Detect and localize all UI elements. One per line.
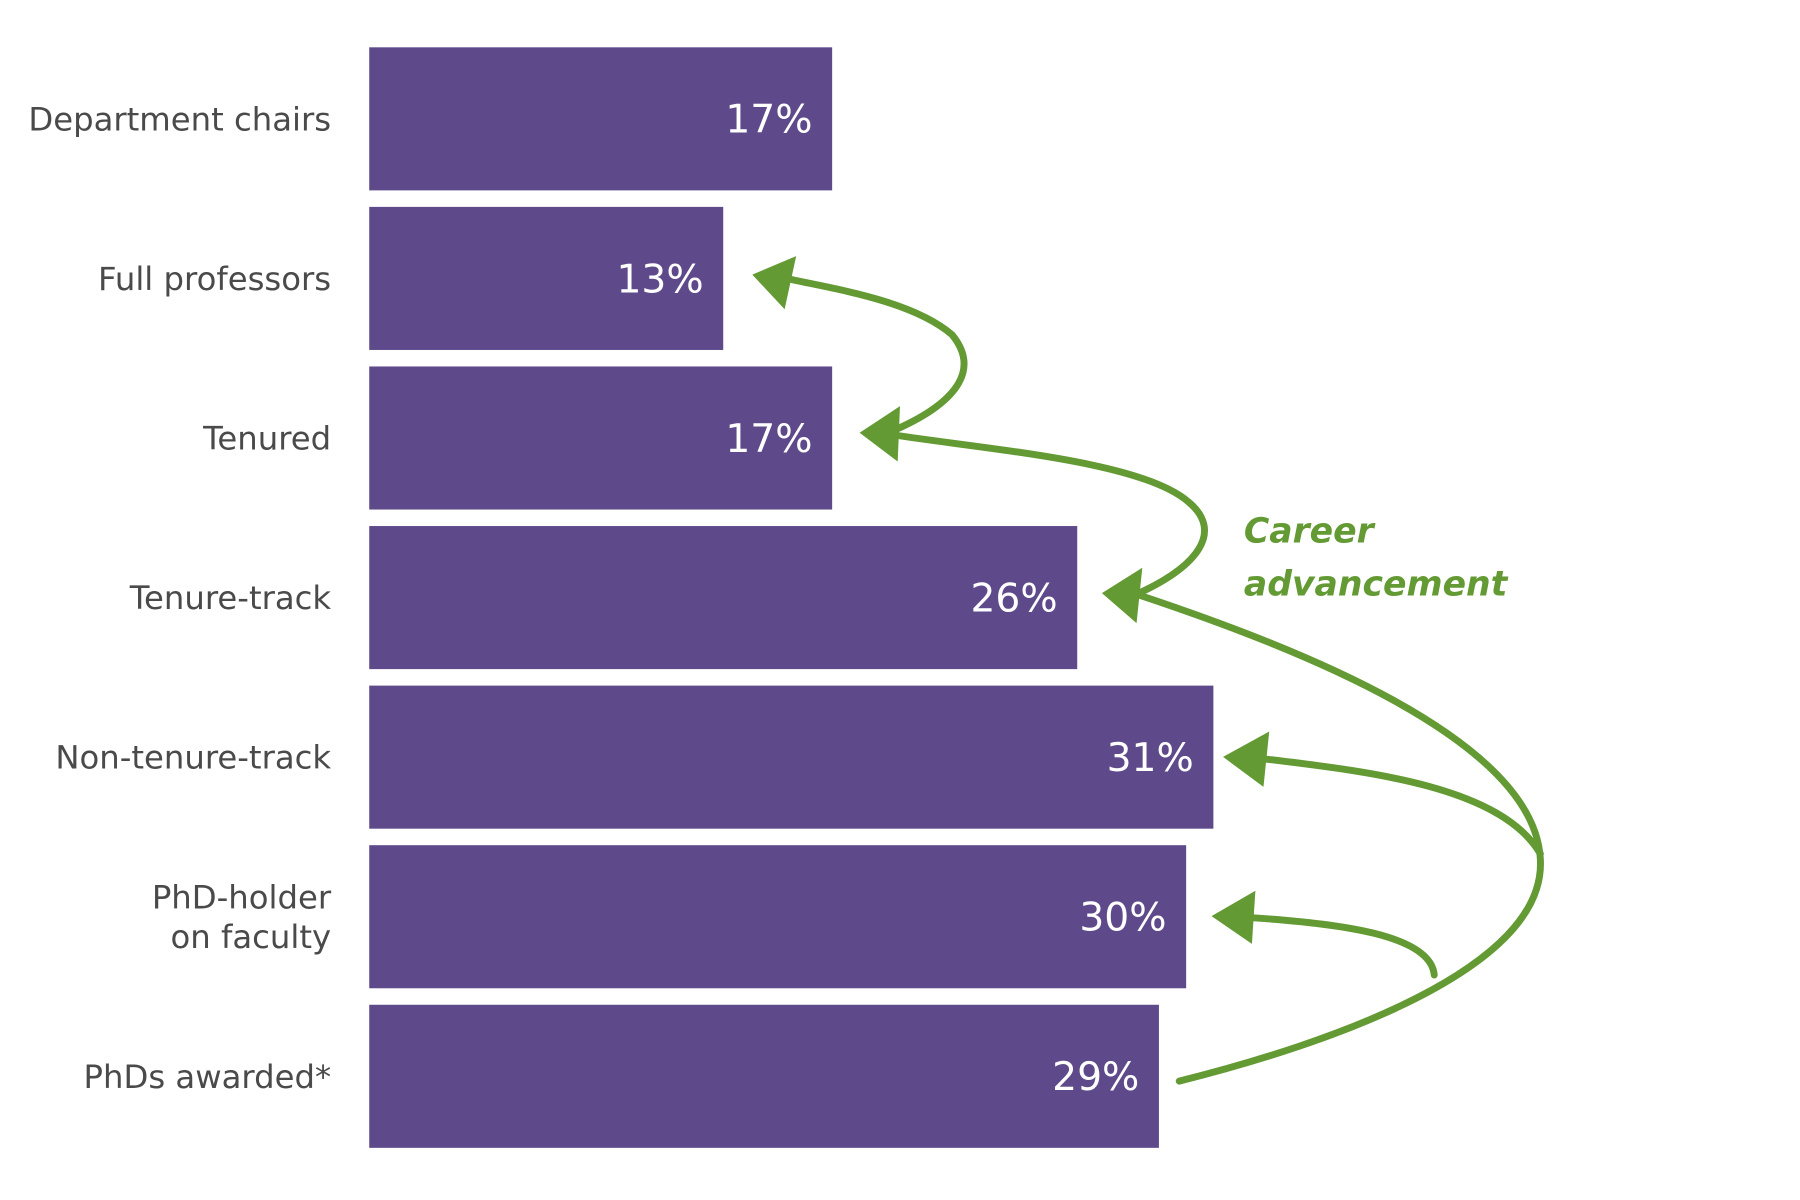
bar [369,526,1078,670]
arrow-phds-to-tenure-track [1133,590,1544,1085]
bars-group: 17% Department chairs 13% Full professors 17… [28,47,1214,1148]
category-label: Department chairs [28,100,331,138]
category-label: PhD-holder on faculty [152,879,332,956]
category-label: Full professors [98,260,331,298]
bar [369,845,1187,989]
arrow-tenure-track-to-tenured [890,431,1208,598]
bar-value-label: 13% [616,257,703,302]
arrowhead-non-tenure-track [1223,731,1270,787]
bar [369,366,833,510]
annotation-line-1: Career [1244,511,1376,551]
bar [369,1004,1159,1148]
category-label: Non-tenure-track [55,739,331,777]
annotation-career-advancement: Career advancement [1244,511,1509,604]
annotation-line-2: advancement [1244,564,1509,604]
arrow-tenured-to-full-professors [786,275,968,437]
arrow-phds-to-non-tenure-track [1254,754,1544,858]
bar-value-label: 31% [1107,736,1194,781]
bar-value-label: 26% [970,576,1057,621]
arrow-phds-to-phd-holder [1242,913,1438,979]
bar [369,47,833,191]
career-advancement-arrows [752,256,1544,1085]
bar [369,206,724,350]
category-label: Tenured [202,420,331,458]
arrowhead-phd-holder [1211,890,1256,944]
category-label: Tenure-track [129,579,332,617]
category-label: PhDs awarded* [84,1058,332,1096]
arrowhead-tenured [859,406,900,462]
bar-value-label: 30% [1079,896,1166,941]
arrowhead-full-professors [752,256,797,310]
bar-value-label: 17% [725,417,812,462]
bar-value-label: 29% [1052,1055,1139,1100]
bar-value-label: 17% [725,98,812,143]
bar [369,685,1214,829]
arrowhead-tenure-track [1101,567,1143,624]
